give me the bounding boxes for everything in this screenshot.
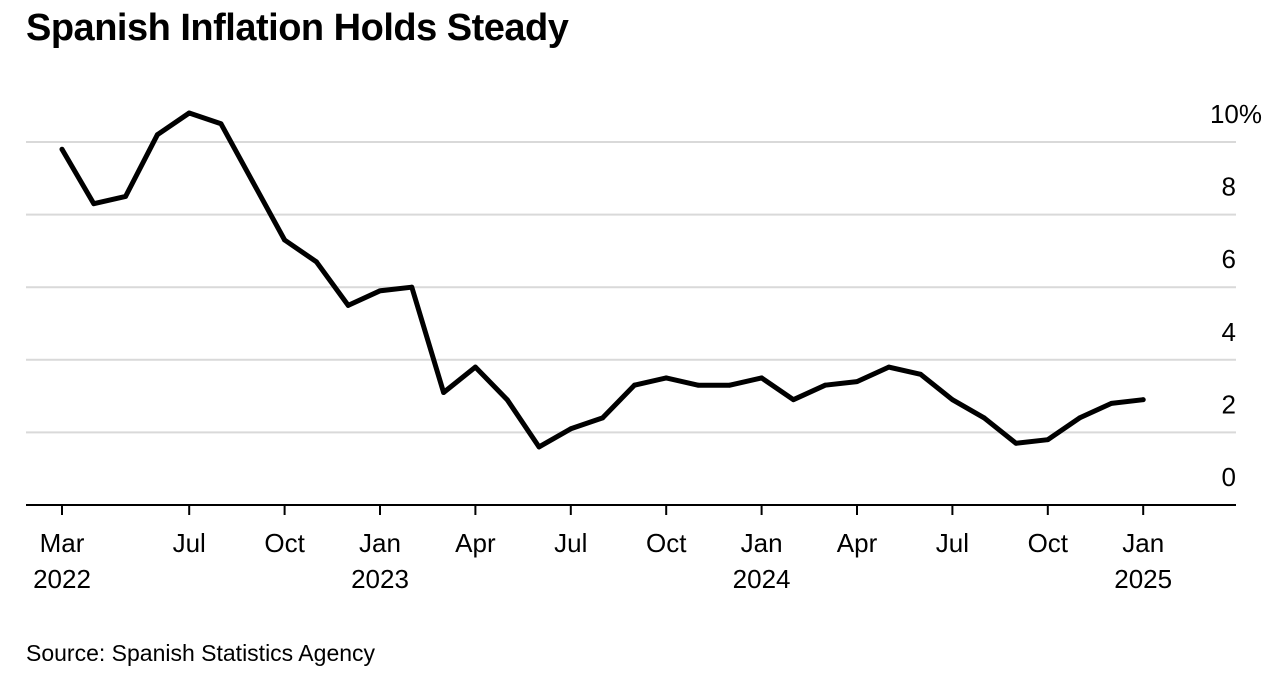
x-tick-label: Apr	[455, 528, 496, 558]
y-tick-label: 10%	[1210, 99, 1262, 129]
x-axis: Mar 2022 Jul Oct Jan 2023 Apr Jul Oct Jan 2024 Apr J…	[26, 504, 1236, 594]
data-point	[981, 415, 987, 421]
x-tick-label: Oct	[264, 528, 305, 558]
data-point	[695, 382, 701, 388]
x-tick-label: Jul	[554, 528, 587, 558]
data-point	[663, 375, 669, 381]
x-tick-label: Jul	[936, 528, 969, 558]
data-point	[345, 303, 351, 308]
data-point	[886, 364, 892, 370]
data-point	[473, 364, 478, 370]
y-tick-label: 6	[1222, 244, 1236, 274]
data-point	[600, 415, 605, 421]
data-point	[791, 397, 796, 403]
data-point	[504, 397, 510, 403]
x-tick-year-label: 2022	[33, 564, 91, 594]
data-point	[91, 201, 97, 207]
data-point	[727, 382, 733, 388]
x-tick-label: Mar	[40, 528, 85, 558]
data-point	[1140, 397, 1146, 403]
data-point	[377, 288, 383, 294]
data-point	[123, 194, 128, 199]
x-tick-label: Jan	[359, 528, 401, 558]
data-point	[441, 390, 446, 395]
x-tick-year-label: 2023	[351, 564, 409, 594]
y-tick-label: 8	[1222, 172, 1236, 202]
data-point	[1013, 440, 1019, 446]
x-tick-label: Apr	[837, 528, 878, 558]
data-point	[759, 375, 764, 381]
data-point	[950, 397, 955, 403]
x-tick-year-label: 2025	[1114, 564, 1172, 594]
data-point	[632, 382, 637, 388]
data-point	[536, 444, 542, 450]
data-point	[218, 121, 224, 127]
data-point	[282, 237, 287, 243]
gridlines	[26, 141, 1236, 434]
data-point	[250, 179, 256, 185]
y-tick-label: 0	[1222, 462, 1236, 492]
data-point	[854, 379, 860, 384]
y-tick-label: 2	[1222, 389, 1236, 419]
x-tick-label: Jan	[741, 528, 783, 558]
data-point	[918, 371, 923, 377]
series-line	[59, 110, 1146, 450]
y-axis-labels: 0 2 4 6 8 10%	[1210, 99, 1262, 492]
y-tick-label: 4	[1222, 317, 1236, 347]
x-tick-year-label: 2024	[733, 564, 791, 594]
x-tick-label: Oct	[1028, 528, 1069, 558]
x-tick-label: Oct	[646, 528, 687, 558]
data-point	[1045, 437, 1051, 443]
data-point	[1077, 415, 1082, 421]
data-point	[59, 146, 65, 152]
data-point	[314, 259, 319, 265]
x-tick-label: Jan	[1122, 528, 1164, 558]
chart-title: Spanish Inflation Holds Steady	[26, 7, 569, 49]
data-point	[155, 132, 160, 138]
series-layer	[59, 110, 1146, 450]
source-note: Source: Spanish Statistics Agency	[26, 640, 376, 666]
data-point	[568, 426, 574, 432]
data-point	[1109, 401, 1114, 406]
x-tick-label: Jul	[173, 528, 206, 558]
data-point	[186, 110, 192, 116]
data-point	[409, 284, 415, 290]
data-point	[822, 382, 828, 388]
